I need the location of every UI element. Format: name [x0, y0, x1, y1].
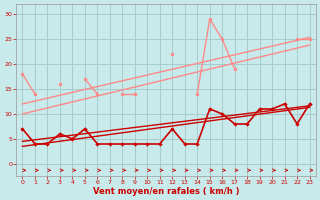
X-axis label: Vent moyen/en rafales ( km/h ): Vent moyen/en rafales ( km/h ) [93, 187, 239, 196]
